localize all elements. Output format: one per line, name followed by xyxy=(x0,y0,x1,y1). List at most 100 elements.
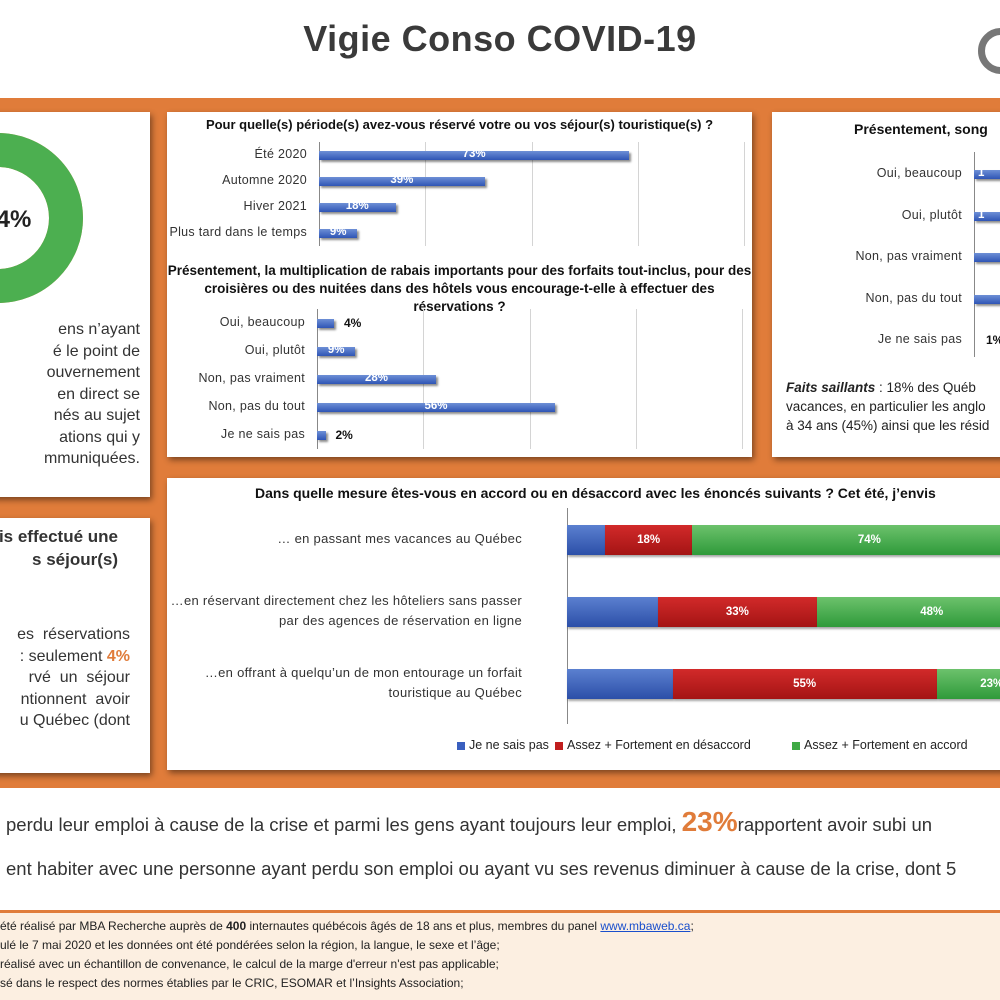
footer-line-1: été réalisé par MBA Recherche auprès de … xyxy=(0,919,694,933)
chart1-category-label: Automne 2020 xyxy=(222,173,307,187)
chart1-value-label: 73% xyxy=(462,148,486,160)
faits-line: Faits saillants : 18% des Québ xyxy=(786,380,976,395)
bottom-line-1-post: rapportent avoir subi un xyxy=(737,814,933,835)
faits-label: Faits saillants xyxy=(786,380,876,395)
chart2-category-label: Non, pas vraiment xyxy=(198,371,305,385)
chart3-value-label: 48% xyxy=(920,606,944,618)
chart1-category-label: Été 2020 xyxy=(254,147,307,161)
left-bottom-line: ntionnent avoir xyxy=(0,689,130,710)
right-chart-bar xyxy=(974,294,1000,304)
footer-line-1-pre: été réalisé par MBA Recherche auprès de xyxy=(0,919,227,933)
chart3-title: Dans quelle mesure êtes-vous en accord o… xyxy=(255,485,936,501)
donut-ring-green xyxy=(0,133,83,303)
chart2-category-label: Oui, plutôt xyxy=(244,343,305,357)
chart2-title-line2: croisières ou des nuitées dans des hôtel… xyxy=(204,281,715,314)
chart3-segment xyxy=(567,525,606,555)
legend-swatch xyxy=(457,741,465,750)
left-bottom-line-text: rvé un séjour xyxy=(28,669,130,686)
left-bottom-heading-line: s séjour(s) xyxy=(32,550,118,569)
left-bottom-line-text: es réservations xyxy=(17,626,130,643)
footer-link-mbaweb[interactable]: www.mbaweb.ca xyxy=(600,919,691,933)
left-bottom-line: u Québec (dont xyxy=(0,710,130,731)
chart1-bar xyxy=(319,229,358,238)
chart1-title: Pour quelle(s) période(s) avez-vous rése… xyxy=(205,117,714,132)
chart3-segment xyxy=(658,597,817,627)
bottom-line-2: ent habiter avec une personne ayant perd… xyxy=(6,858,957,879)
left-bottom-line-text: : seulement xyxy=(19,647,107,665)
chart3-legend-item: Assez + Fortement en désaccord xyxy=(555,738,751,752)
left-bottom-panel: is effectué une s séjour(s) es réservatio… xyxy=(0,518,150,773)
left-bottom-highlight: 4% xyxy=(106,647,130,665)
chart1-bar xyxy=(319,151,630,160)
chart3-value-label: 55% xyxy=(793,678,817,690)
right-chart-bar xyxy=(974,170,1000,179)
donut-chart: 4% xyxy=(0,133,83,303)
chart2-gridline xyxy=(742,309,743,449)
legend-swatch xyxy=(792,741,800,750)
chart2-category-label: Oui, beaucoup xyxy=(219,315,305,329)
brand-logo-icon xyxy=(978,28,1000,74)
chart1-category-label: Plus tard dans le temps xyxy=(169,225,307,239)
legend-label: Je ne sais pas xyxy=(469,738,549,752)
left-top-line: nés au sujet xyxy=(53,407,140,424)
chart3-plot: … en passant mes vacances au Québec 18% 74… xyxy=(167,508,1000,770)
chart2-bar xyxy=(317,319,334,328)
right-chart-bar xyxy=(974,211,1000,221)
page-title: Vigie Conso COVID-19 xyxy=(303,18,697,59)
left-bottom-line: : seulement 4% xyxy=(0,646,130,667)
left-bottom-line-text: ntionnent avoir xyxy=(20,690,130,708)
chart1-axis xyxy=(319,142,320,246)
donut-center-label: 4% xyxy=(0,206,31,233)
chart1-bar xyxy=(319,177,485,186)
faits-line: vacances, en particulier les anglo xyxy=(786,399,986,414)
left-top-line: ations qui y xyxy=(59,428,140,446)
footer-line-1-post: ; xyxy=(690,919,694,933)
chart3-category-label: touristique au Québec xyxy=(388,685,522,700)
bottom-line-1-pre: perdu leur emploi à cause de la crise et… xyxy=(6,814,682,835)
chart3-segment xyxy=(605,525,692,555)
chart1-gridline xyxy=(531,142,533,246)
bottom-line-1: perdu leur emploi à cause de la crise et… xyxy=(6,806,932,838)
chart3-value-label: 33% xyxy=(725,606,749,618)
right-chart-category-label: Oui, plutôt xyxy=(901,207,962,222)
bottom-line-1-highlight: 23% xyxy=(681,806,738,837)
right-chart-value-label: 1 xyxy=(978,167,985,179)
chart2-plot: Oui, beaucoup 4% Oui, plutôt 9% Non, pas vra… xyxy=(167,307,752,452)
legend-swatch xyxy=(555,741,563,750)
left-bottom-heading-line: is effectué une xyxy=(0,527,118,546)
right-chart-category-label: Non, pas vraiment xyxy=(855,249,962,263)
right-chart-value-label: 1% xyxy=(986,333,1000,347)
chart2-bar xyxy=(317,375,436,384)
right-chart-category-label: Oui, beaucoup xyxy=(876,166,962,180)
legend-label: Assez + Fortement en accord xyxy=(804,738,968,752)
right-chart-category-label: Non, pas du tout xyxy=(865,290,962,305)
chart1-plot: Été 2020 73% Automne 2020 39% Hiver 2021 18% P… xyxy=(167,140,752,260)
footer: été réalisé par MBA Recherche auprès de … xyxy=(0,910,1000,1000)
right-panel: Présentement, song Oui, beaucoup 1 Oui, pl… xyxy=(772,112,1000,457)
right-chart-category-label: Je ne sais pas xyxy=(877,332,962,346)
right-chart-bar xyxy=(974,253,1000,262)
footer-line-2: ulé le 7 mai 2020 et les données ont été… xyxy=(0,938,500,952)
chart3-segment xyxy=(567,597,659,627)
chart2-category-label: Je ne sais pas xyxy=(220,427,305,441)
chart3-category-label: … en passant mes vacances au Québec xyxy=(277,531,522,546)
chart1-category-label: Hiver 2021 xyxy=(243,199,307,213)
left-top-line: ens n’ayant xyxy=(58,321,140,338)
left-top-line: é le point de xyxy=(52,342,140,360)
chart2-bar xyxy=(317,403,555,412)
right-chart-value-label: 1 xyxy=(978,208,985,221)
chart3-segment xyxy=(567,669,673,699)
chart2-bar xyxy=(317,347,356,356)
left-bottom-line: rvé un séjour xyxy=(0,667,130,688)
chart2-gridline xyxy=(529,309,531,449)
chart1-gridline xyxy=(637,142,639,246)
chart-panel-periods: Pour quelle(s) période(s) avez-vous rése… xyxy=(167,112,752,457)
chart2-value-label: 4% xyxy=(344,316,362,330)
left-top-line: ouvernement xyxy=(46,364,140,381)
chart2-bar xyxy=(317,431,326,440)
chart3-value-label: 74% xyxy=(857,534,881,546)
chart1-gridline xyxy=(425,142,427,246)
chart3-segment xyxy=(672,669,937,699)
chart1-bar xyxy=(319,203,396,212)
